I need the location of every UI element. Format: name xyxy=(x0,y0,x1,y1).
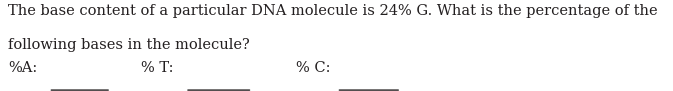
Text: % C:: % C: xyxy=(296,61,330,75)
Text: The base content of a particular DNA molecule is 24% G. What is the percentage o: The base content of a particular DNA mol… xyxy=(8,4,658,18)
Text: following bases in the molecule?: following bases in the molecule? xyxy=(8,38,250,52)
Text: %A:: %A: xyxy=(8,61,37,75)
Text: % T:: % T: xyxy=(141,61,174,75)
